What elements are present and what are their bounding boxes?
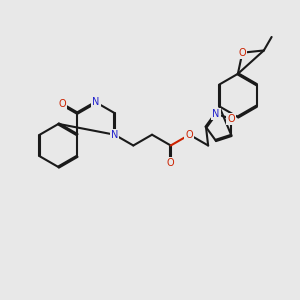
Text: O: O <box>228 114 235 124</box>
Text: O: O <box>167 158 175 168</box>
Text: N: N <box>92 97 100 107</box>
Text: O: O <box>238 48 246 58</box>
Text: N: N <box>212 109 219 119</box>
Text: N: N <box>111 130 118 140</box>
Text: O: O <box>58 99 66 109</box>
Text: O: O <box>186 130 193 140</box>
